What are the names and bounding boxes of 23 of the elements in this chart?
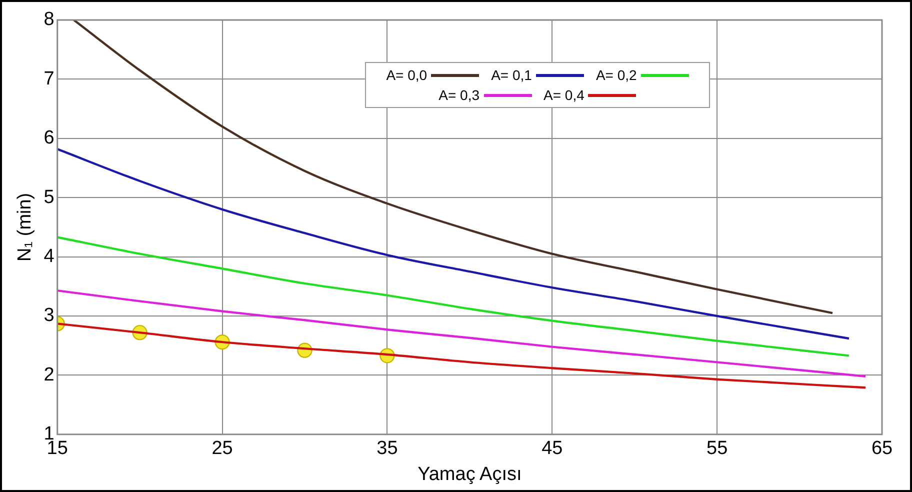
y-tick-label: 4 — [44, 246, 55, 268]
legend-label: A= 0,0 — [386, 67, 428, 83]
y-tick-label: 5 — [44, 186, 54, 208]
line-series — [72, 20, 834, 314]
legend-label: A= 0,1 — [491, 67, 532, 83]
line-series — [57, 236, 850, 357]
x-tick-label: 25 — [212, 438, 233, 460]
y-tick-label: 8 — [44, 9, 54, 30]
line-series — [57, 289, 867, 378]
x-tick-label: 65 — [871, 438, 893, 460]
y-tick-label: 3 — [44, 305, 54, 326]
x-tick-label: 35 — [376, 438, 398, 460]
y-tick-label: 6 — [44, 128, 54, 149]
legend-label: A= 0,2 — [596, 67, 637, 83]
y-tick-label: 7 — [44, 68, 54, 90]
legend-label: A= 0,3 — [438, 87, 480, 103]
x-tick-label: 55 — [706, 438, 728, 460]
y-tick-label: 2 — [44, 364, 54, 386]
x-tick-label: 45 — [542, 438, 563, 460]
line-series — [57, 148, 850, 340]
x-axis-title: Yamaç Açısı — [418, 464, 522, 485]
legend-label: A= 0,4 — [544, 87, 584, 103]
y-axis-title: N₁ (min) — [14, 192, 36, 262]
